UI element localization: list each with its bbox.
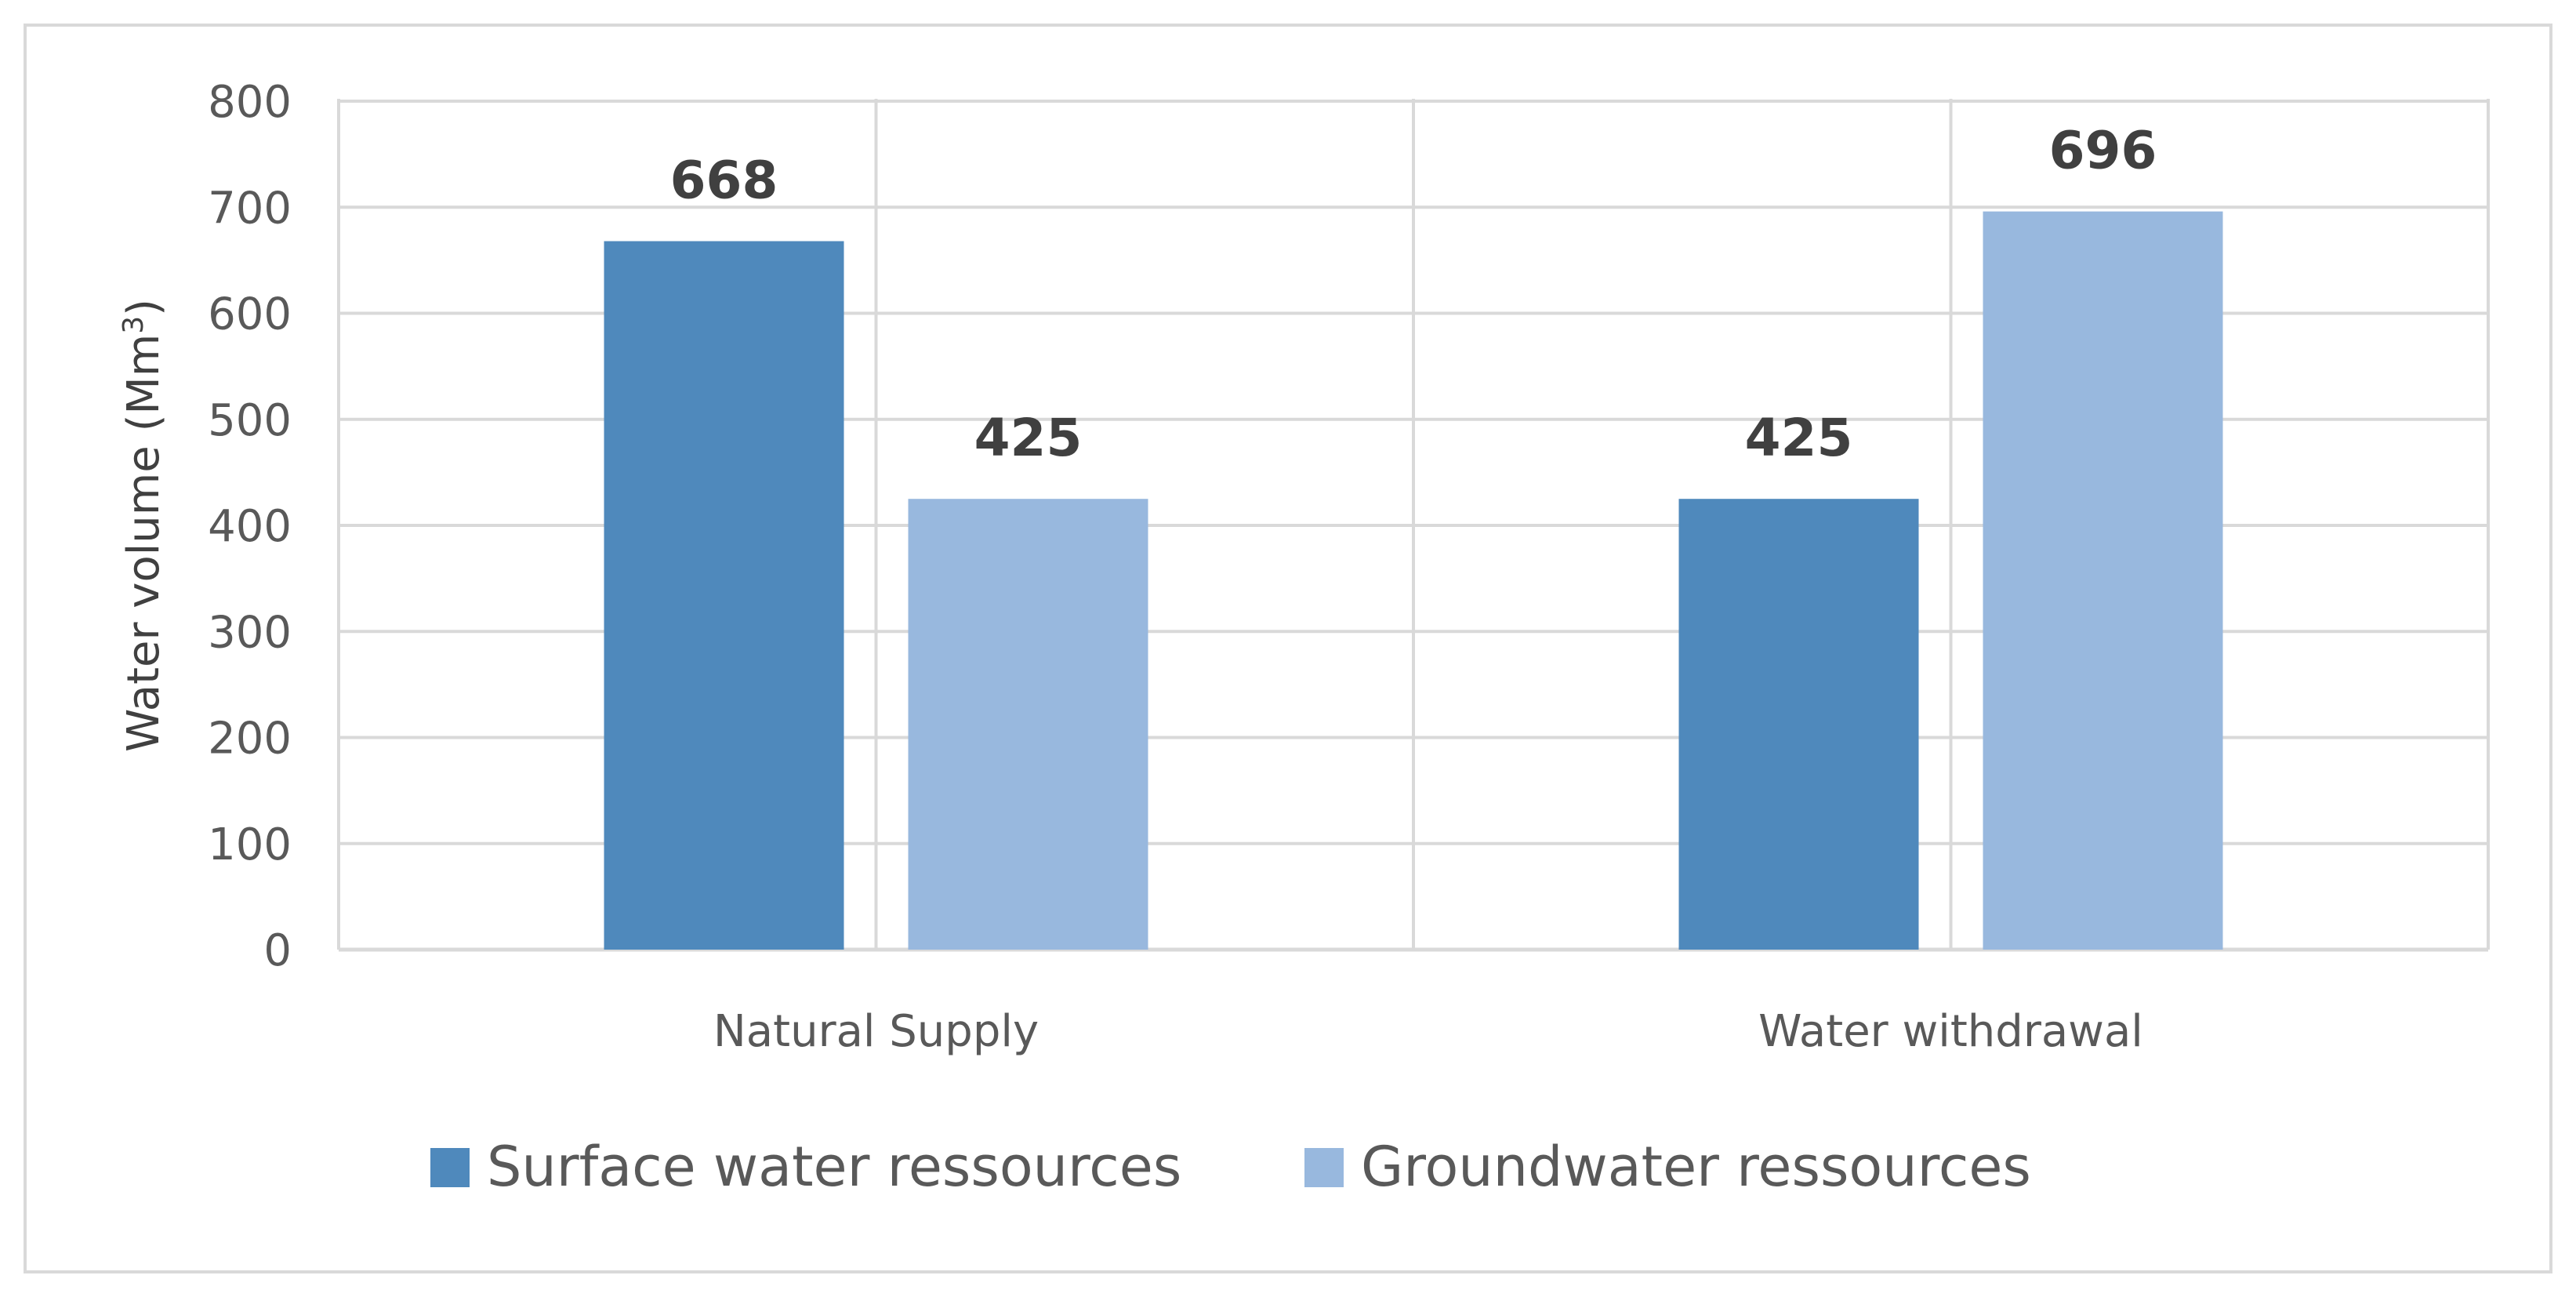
y-axis-title: Water volume (Mm3) <box>118 299 170 752</box>
y-tick-label: 0 <box>263 925 292 976</box>
bars <box>604 211 2223 950</box>
y-tick-label: 200 <box>208 714 292 765</box>
y-tick-label: 600 <box>208 289 292 340</box>
data-label: 425 <box>1745 408 1853 468</box>
y-axis-ticks: 0 100 200 300 400 500 600 700 800 <box>208 77 292 976</box>
bar-groundwater <box>1983 211 2223 950</box>
y-axis-title-superscript: 3 <box>118 316 150 334</box>
y-tick-label: 300 <box>208 607 292 658</box>
y-axis-title-main: Water volume (Mm <box>118 334 169 752</box>
legend-label: Surface water ressources <box>487 1135 1181 1199</box>
y-tick-label: 700 <box>208 183 292 234</box>
x-category-label: Natural Supply <box>713 1006 1039 1057</box>
bar-surface <box>1678 499 1919 950</box>
data-labels: 668 425 425 696 <box>670 121 2157 469</box>
y-tick-label: 100 <box>208 819 292 870</box>
bar-groundwater <box>908 499 1148 950</box>
bar-chart: 668 425 425 696 0 100 200 300 400 500 600 700 800 N… <box>118 77 2490 1199</box>
y-tick-label: 400 <box>208 501 292 552</box>
x-axis-categories: Natural Supply Water withdrawal <box>713 1006 2143 1057</box>
legend: Surface water ressources Groundwater ress… <box>430 1135 2031 1199</box>
data-label: 696 <box>2049 121 2157 181</box>
bar-surface <box>604 241 844 950</box>
chart-frame: 668 425 425 696 0 100 200 300 400 500 600 700 800 N… <box>24 24 2552 1273</box>
legend-label: Groundwater ressources <box>1361 1135 2031 1199</box>
legend-swatch <box>1304 1148 1344 1187</box>
data-label: 668 <box>670 151 778 211</box>
x-category-label: Water withdrawal <box>1758 1006 2143 1057</box>
y-tick-label: 800 <box>208 77 292 128</box>
y-tick-label: 500 <box>208 395 292 446</box>
y-axis-title-suffix: ) <box>118 299 169 316</box>
legend-swatch <box>430 1148 470 1187</box>
data-label: 425 <box>974 408 1083 468</box>
